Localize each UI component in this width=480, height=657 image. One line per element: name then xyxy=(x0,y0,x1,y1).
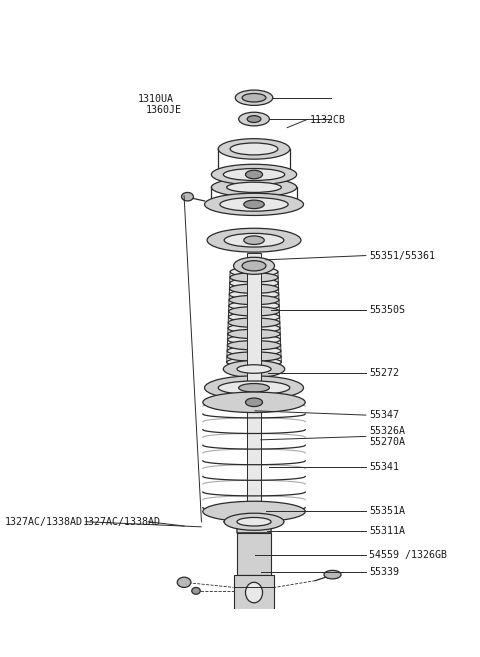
Ellipse shape xyxy=(244,200,264,209)
Text: 1360JE: 1360JE xyxy=(145,104,181,115)
Ellipse shape xyxy=(207,228,301,252)
Text: 55350S: 55350S xyxy=(369,305,405,315)
Text: 54559 /1326GB: 54559 /1326GB xyxy=(369,550,447,560)
Ellipse shape xyxy=(211,178,297,196)
Ellipse shape xyxy=(245,582,263,602)
Ellipse shape xyxy=(192,587,200,594)
Ellipse shape xyxy=(227,346,281,355)
Ellipse shape xyxy=(227,357,281,367)
Ellipse shape xyxy=(247,116,261,122)
Ellipse shape xyxy=(228,329,280,338)
Text: 55351A: 55351A xyxy=(369,507,405,516)
Ellipse shape xyxy=(229,290,279,299)
Ellipse shape xyxy=(237,518,271,526)
Ellipse shape xyxy=(239,384,269,392)
Ellipse shape xyxy=(242,261,266,271)
Ellipse shape xyxy=(224,513,284,530)
Ellipse shape xyxy=(230,279,278,288)
Ellipse shape xyxy=(245,170,263,179)
Ellipse shape xyxy=(229,296,279,305)
Ellipse shape xyxy=(237,365,271,373)
Ellipse shape xyxy=(234,258,275,275)
Ellipse shape xyxy=(230,143,278,155)
Ellipse shape xyxy=(239,112,269,126)
Ellipse shape xyxy=(228,318,280,327)
Bar xyxy=(237,533,271,576)
Bar xyxy=(234,576,275,610)
Ellipse shape xyxy=(223,169,285,181)
Ellipse shape xyxy=(218,139,290,159)
Ellipse shape xyxy=(227,182,281,193)
Text: 55351/55361: 55351/55361 xyxy=(369,250,435,261)
Text: 55272: 55272 xyxy=(369,369,399,378)
Bar xyxy=(250,402,258,512)
Ellipse shape xyxy=(181,193,193,201)
Ellipse shape xyxy=(203,501,305,522)
Ellipse shape xyxy=(244,236,264,244)
Ellipse shape xyxy=(324,570,341,579)
Polygon shape xyxy=(224,522,284,533)
Ellipse shape xyxy=(228,324,280,333)
Ellipse shape xyxy=(223,361,285,378)
Ellipse shape xyxy=(229,301,279,310)
Ellipse shape xyxy=(235,90,273,105)
Ellipse shape xyxy=(230,273,278,282)
Ellipse shape xyxy=(245,398,263,407)
Ellipse shape xyxy=(204,193,303,215)
Text: 1132CB: 1132CB xyxy=(310,115,346,125)
Text: 55347: 55347 xyxy=(369,410,399,420)
Ellipse shape xyxy=(220,198,288,211)
Ellipse shape xyxy=(229,284,278,294)
Ellipse shape xyxy=(203,392,305,413)
Ellipse shape xyxy=(230,267,278,277)
Text: 55326A
55270A: 55326A 55270A xyxy=(369,426,405,447)
Ellipse shape xyxy=(228,335,280,344)
Ellipse shape xyxy=(228,312,280,322)
Ellipse shape xyxy=(242,93,266,102)
Text: 1327AC/1338AD: 1327AC/1338AD xyxy=(83,517,160,527)
Ellipse shape xyxy=(224,233,284,247)
Ellipse shape xyxy=(218,381,290,395)
Ellipse shape xyxy=(211,164,297,185)
Text: 55339: 55339 xyxy=(369,567,399,577)
Bar xyxy=(247,253,261,522)
Ellipse shape xyxy=(177,578,191,587)
Ellipse shape xyxy=(228,340,281,350)
Text: 1310UA: 1310UA xyxy=(138,93,174,104)
Text: 1327AC/1338AD: 1327AC/1338AD xyxy=(4,517,83,527)
Ellipse shape xyxy=(204,376,303,399)
Ellipse shape xyxy=(228,307,279,316)
Ellipse shape xyxy=(227,352,281,361)
Text: 55341: 55341 xyxy=(369,462,399,472)
Text: 55311A: 55311A xyxy=(369,526,405,536)
